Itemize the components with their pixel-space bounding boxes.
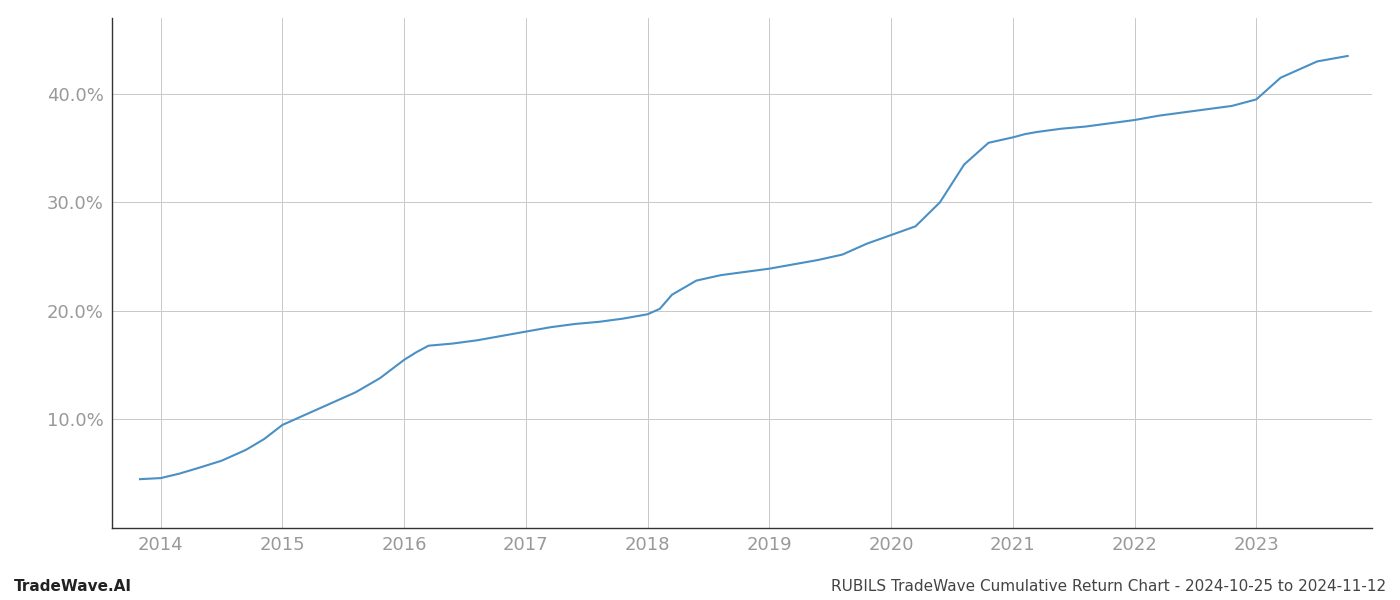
Text: TradeWave.AI: TradeWave.AI <box>14 579 132 594</box>
Text: RUBILS TradeWave Cumulative Return Chart - 2024-10-25 to 2024-11-12: RUBILS TradeWave Cumulative Return Chart… <box>830 579 1386 594</box>
